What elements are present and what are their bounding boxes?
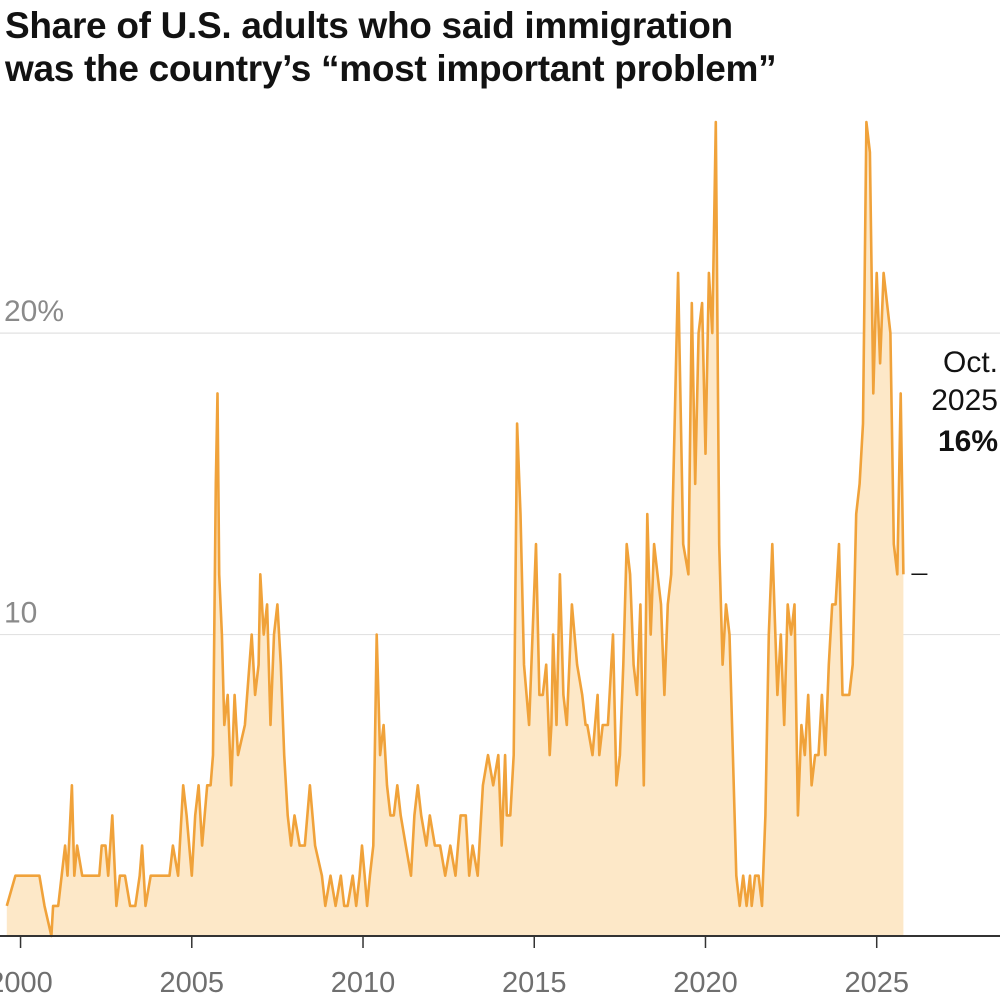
x-tick-label: 2010	[331, 967, 396, 999]
y-axis-tick-labels: 10 20%	[4, 295, 64, 629]
x-tick-label: 2020	[673, 967, 738, 999]
annotation-value: 16%	[938, 425, 998, 458]
y-tick-label: 10	[4, 597, 37, 630]
x-tick-label: 2005	[160, 967, 225, 999]
y-tick-label: 20%	[4, 295, 64, 328]
chart-title-line-1: Share of U.S. adults who said immigratio…	[5, 5, 733, 46]
x-axis-ticks: 2000 2005 2010 2015 2020 2025	[0, 936, 909, 999]
chart-title: Share of U.S. adults who said immigratio…	[5, 4, 965, 90]
annotation-month: Oct.	[943, 346, 998, 379]
series-line	[5, 120, 905, 938]
annotation-year: 2025	[931, 384, 998, 417]
x-tick-label: 2015	[502, 967, 567, 999]
x-tick-label: 2025	[844, 967, 909, 999]
gridlines	[0, 332, 1000, 636]
x-tick-label: 2000	[0, 967, 53, 999]
latest-value-annotation: Oct. 2025 16%	[911, 346, 998, 576]
series-area-fill	[6, 122, 904, 937]
chart-title-line-2: was the country’s “most important proble…	[5, 48, 777, 89]
